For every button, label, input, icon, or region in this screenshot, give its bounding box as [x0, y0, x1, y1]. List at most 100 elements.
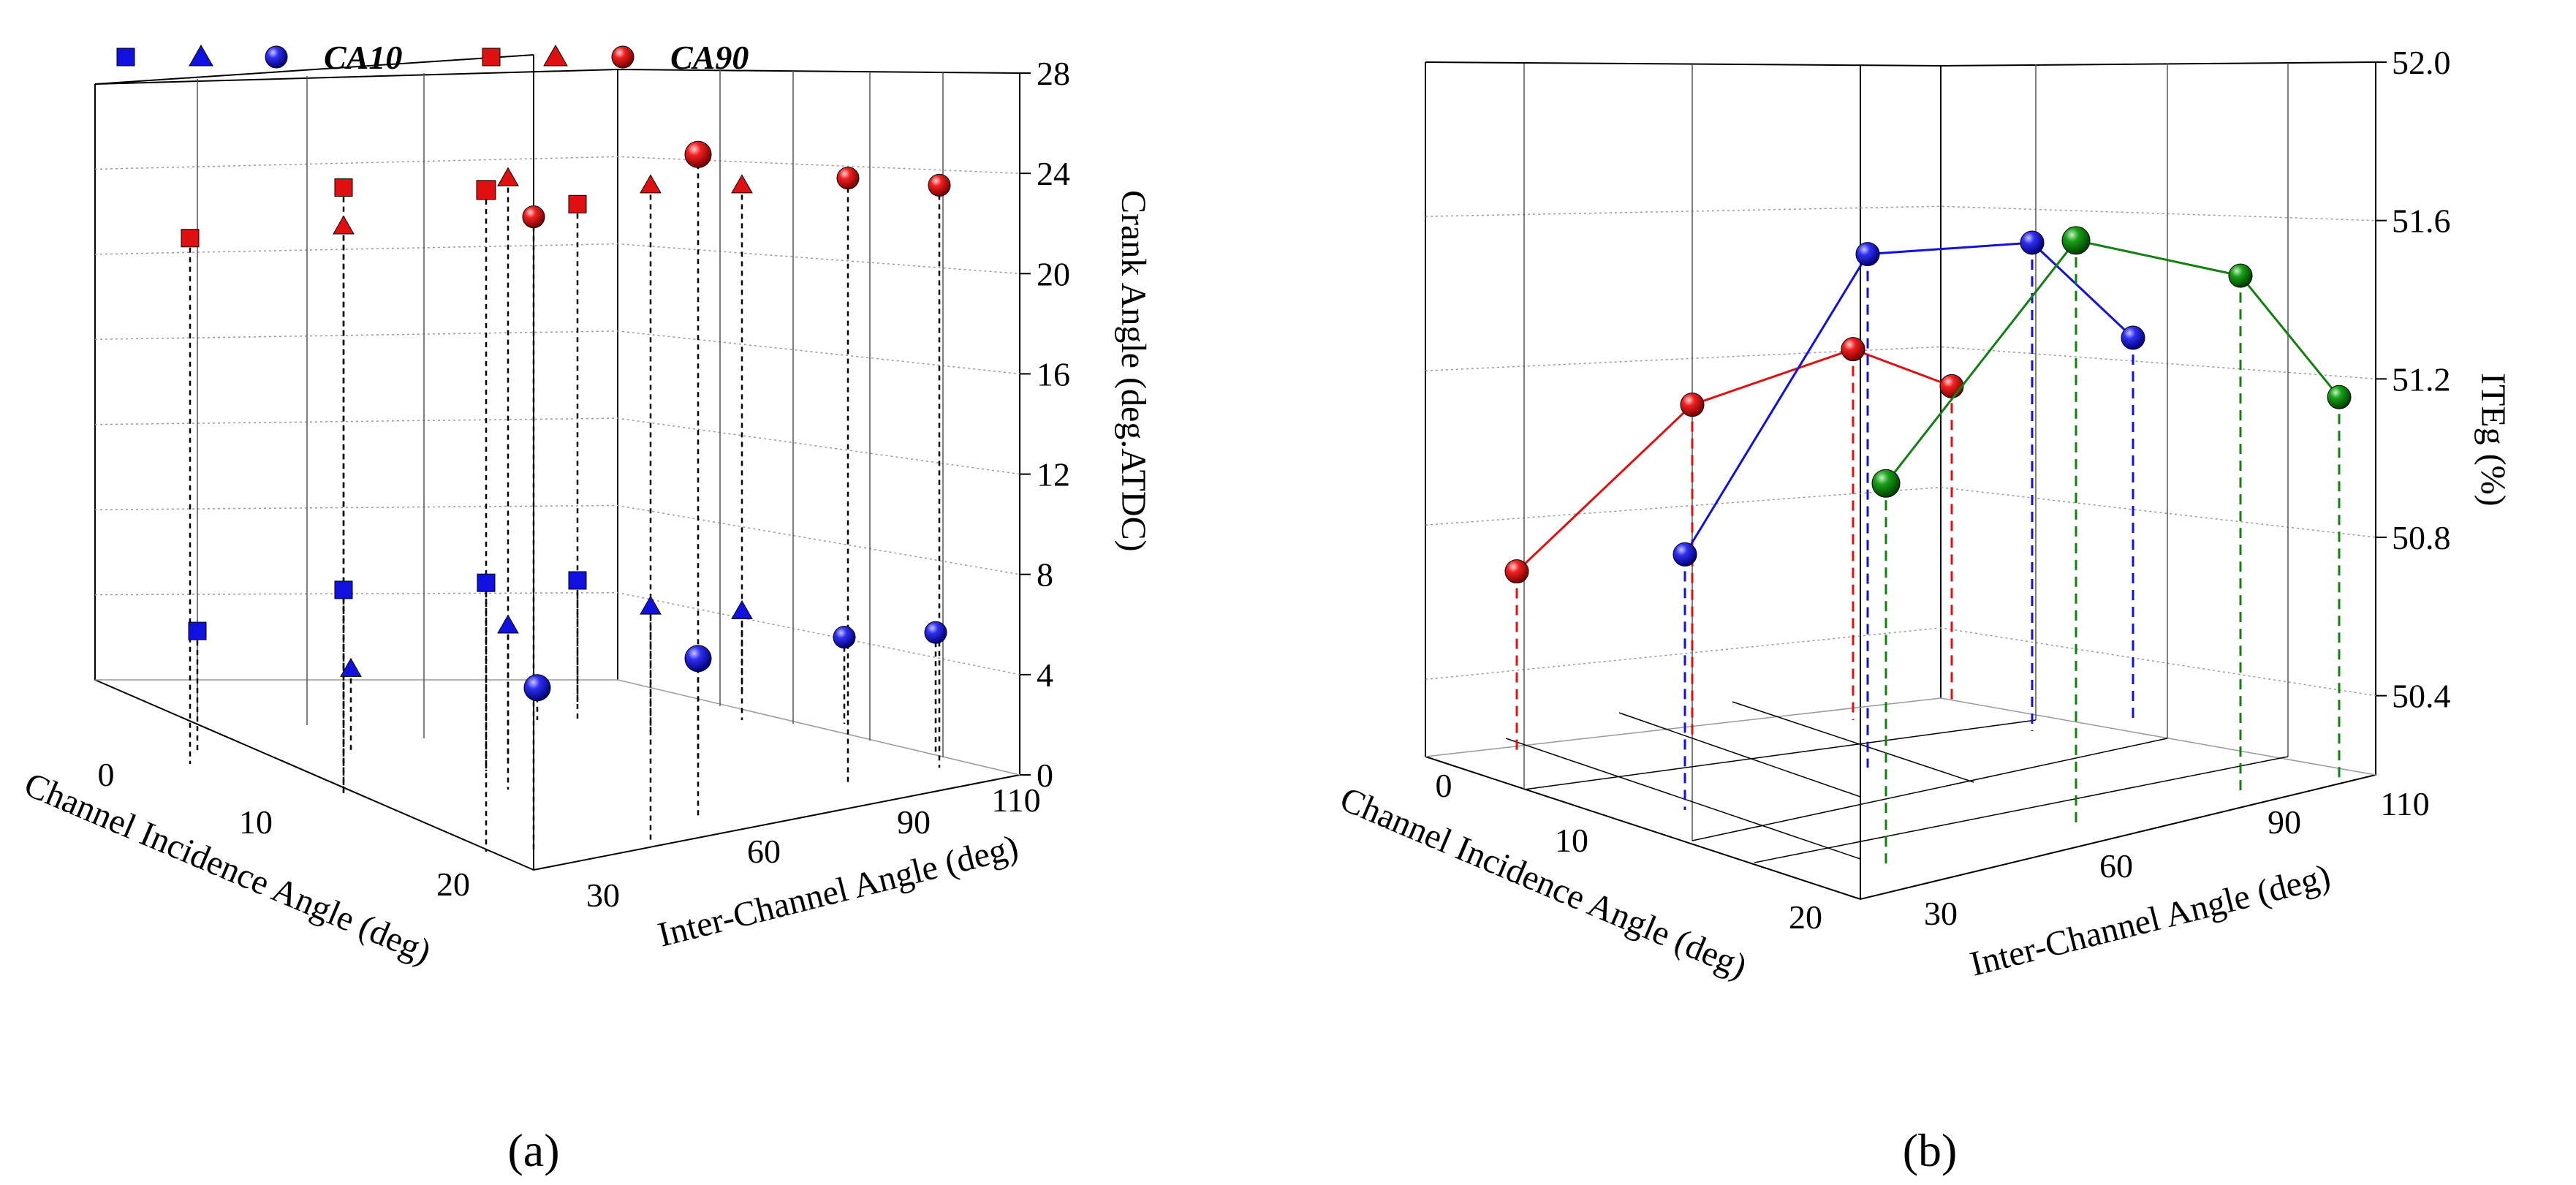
panel-b-green-point — [2228, 263, 2253, 288]
panel-a-ca90-point — [928, 173, 951, 197]
panel-b-floor-grid — [1523, 719, 2037, 790]
panel-b-xtick-label: 20 — [1789, 898, 1822, 936]
panel-b-ytick-label: 110 — [2380, 785, 2429, 822]
panel-a-ca90-point — [836, 167, 860, 190]
panel-a-legend-label: CA10 — [324, 39, 402, 76]
panel-a-ca10-point — [523, 674, 551, 702]
panel-a-ytick-label: 110 — [991, 781, 1040, 819]
panel-a-legend-label: CA90 — [670, 39, 749, 76]
panel-a-ztick-label: 16 — [1037, 355, 1070, 393]
panel-b-floor-grid — [1754, 756, 2289, 863]
panel-a-legend-marker — [116, 48, 135, 67]
panel-a-xtick-label: 0 — [98, 756, 115, 793]
panel-b-ylabel: Inter-Channel Angle (deg) — [1966, 857, 2334, 984]
panel-a-ca90-point — [476, 180, 496, 200]
panel-b-gridline-z2 — [1425, 346, 2376, 380]
panel-b-floor-grid — [1692, 738, 2168, 841]
panel-a-ca10-point — [340, 657, 362, 677]
panel-a-ca10-point — [334, 580, 353, 599]
panel-b-ztick-label: 50.8 — [2392, 519, 2451, 556]
panel-b-ztick-label: 51.2 — [2392, 360, 2451, 398]
panel-b-green-point — [1871, 469, 1901, 498]
panel-a-ca90-point — [334, 178, 353, 197]
panel-a-ca10-point — [477, 573, 496, 592]
panel-a: 0 4 8 12 16 20 24 28 0 10 20 30 60 90 110 CA10 CA90 Cha… — [19, 39, 1153, 1176]
panel-a-ca10-point — [188, 621, 207, 640]
panel-b-green-point — [2327, 385, 2352, 409]
panel-b-ztick-label: 52.0 — [2392, 44, 2451, 81]
panel-a-ca90-point — [497, 167, 519, 186]
panel-a-xlabel: Channel Incidence Angle (deg) — [19, 765, 437, 972]
panel-a-ca90-point — [181, 229, 200, 248]
panel-a-box — [94, 54, 1020, 871]
panel-b-caption: (b) — [1903, 1124, 1958, 1176]
panel-a-ytick-label: 60 — [747, 833, 781, 870]
panel-a-legend-marker — [543, 44, 568, 67]
panel-b-blue-point — [1672, 542, 1697, 567]
panel-b-grid — [1425, 63, 2376, 863]
panel-b-gridline-z3 — [1425, 205, 2376, 222]
panel-a-ztick-label: 8 — [1037, 556, 1053, 594]
panel-b-ztick-label: 50.4 — [2392, 678, 2451, 715]
panel-a-ca90-point — [731, 174, 753, 194]
panel-b-ytick-label: 30 — [1924, 895, 1958, 932]
panel-a-ca10-point — [568, 571, 587, 590]
panel-a-legend-marker — [482, 48, 501, 67]
panel-a-ztick-label: 20 — [1037, 255, 1070, 292]
panel-b-green-line — [1884, 239, 2341, 485]
panel-a-zlabel: Crank Angle (deg.ATDC) — [1114, 190, 1153, 552]
panel-a-ca90-point — [333, 215, 355, 235]
panel-a-ztick-label: 0 — [1037, 757, 1053, 794]
panel-b-blue-point — [2121, 325, 2145, 350]
panel-b-red-point — [1680, 393, 1705, 417]
panel-b-ytick-label: 60 — [2099, 847, 2133, 885]
panel-a-gridline-z1 — [94, 591, 1020, 675]
panel-a-legend-marker — [611, 45, 634, 69]
panel-a-legend: CA10 CA90 — [116, 39, 749, 76]
panel-b: 50.4 50.8 51.2 51.6 52.0 0 10 20 30 60 90 110 Chann… — [1335, 44, 2512, 1176]
panel-a-ytick-label: 30 — [586, 877, 620, 914]
panel-a-ca10-point — [640, 595, 662, 615]
panel-b-gridline-z1 — [1425, 486, 2376, 538]
panel-a-grid — [94, 70, 1020, 757]
panel-a-gridline-z6 — [94, 156, 1020, 174]
panel-b-red-line — [1515, 348, 1952, 572]
panel-a-ca90-point — [568, 194, 587, 213]
panel-a-ca10-point — [497, 614, 519, 634]
panel-b-data — [1504, 226, 2352, 870]
panel-b-zlabel: ITEg (%) — [2474, 373, 2512, 507]
panel-b-blue-point — [1855, 242, 1880, 267]
panel-a-ticks: 0 4 8 12 16 20 24 28 0 10 20 30 60 90 110 — [98, 55, 1071, 914]
panel-a-ca10-point — [731, 600, 753, 620]
panel-b-green-point — [2061, 226, 2091, 255]
panel-a-ca10-point — [684, 645, 712, 673]
panel-b-box — [1425, 61, 2376, 901]
panel-a-legend-marker — [265, 45, 288, 69]
panel-a-xtick-label: 10 — [239, 803, 273, 841]
panel-b-xtick-label: 10 — [1555, 822, 1588, 859]
panel-b-ytick-label: 90 — [2268, 803, 2301, 841]
panel-a-gridline-z4 — [94, 330, 1020, 375]
panel-a-gridline-z3 — [94, 417, 1020, 475]
panel-a-ytick-label: 90 — [897, 803, 931, 841]
panel-a-ca90-point — [522, 205, 545, 229]
panel-b-xtick-label: 0 — [1436, 767, 1452, 804]
panel-b-ztick-label: 51.6 — [2392, 202, 2451, 240]
panel-a-ztick-label: 28 — [1037, 55, 1070, 92]
panel-b-blue-line — [1683, 241, 2134, 556]
panel-a-xtick-label: 20 — [436, 866, 470, 903]
panel-b-red-point — [1939, 374, 1964, 398]
panel-a-ca10-point — [833, 626, 856, 649]
panel-a-ca10-point — [924, 621, 947, 644]
panel-a-ztick-label: 12 — [1037, 456, 1070, 493]
panel-a-ca90-point — [640, 174, 662, 194]
panel-b-red-point — [1504, 559, 1529, 584]
panel-b-gridline-z0 — [1425, 627, 2376, 697]
panel-b-floor-grid — [1505, 738, 1861, 860]
panel-b-red-point — [1841, 337, 1865, 362]
panel-a-legend-marker — [189, 44, 213, 67]
panel-a-data — [181, 140, 951, 852]
panel-a-ztick-label: 4 — [1037, 656, 1053, 694]
panel-a-gridline-z5 — [94, 243, 1020, 275]
